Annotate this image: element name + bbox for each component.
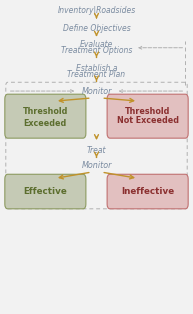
Text: Inventory|Roadsides: Inventory|Roadsides xyxy=(57,7,136,15)
Text: Establish a: Establish a xyxy=(76,64,117,73)
FancyBboxPatch shape xyxy=(107,94,188,138)
Text: Threshold: Threshold xyxy=(23,107,68,116)
Text: Threshold: Threshold xyxy=(125,107,170,116)
Text: Evaluate: Evaluate xyxy=(80,40,113,49)
FancyBboxPatch shape xyxy=(107,174,188,209)
Text: Treatment Options: Treatment Options xyxy=(61,46,132,55)
Text: Treat: Treat xyxy=(87,146,106,154)
Text: Monitor: Monitor xyxy=(81,87,112,95)
Text: Monitor: Monitor xyxy=(81,161,112,170)
Text: Effective: Effective xyxy=(24,187,67,196)
Text: Ineffective: Ineffective xyxy=(121,187,174,196)
FancyBboxPatch shape xyxy=(5,94,86,138)
Text: Exceeded: Exceeded xyxy=(24,119,67,127)
Text: Define Objectives: Define Objectives xyxy=(63,24,130,33)
Text: Treatment Plan: Treatment Plan xyxy=(67,70,126,79)
FancyBboxPatch shape xyxy=(5,174,86,209)
Text: Not Exceeded: Not Exceeded xyxy=(117,116,179,125)
